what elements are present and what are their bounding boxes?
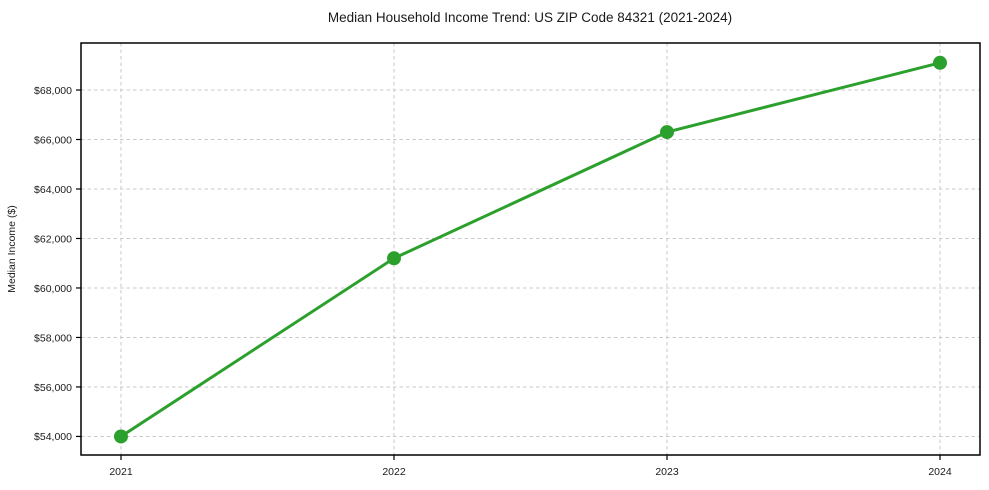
y-tick-label: $64,000 [34,184,72,196]
y-tick-label: $56,000 [34,382,72,394]
x-tick-label: 2021 [109,466,133,478]
x-tick-label: 2024 [928,466,952,478]
gridlines [81,43,980,455]
chart-title: Median Household Income Trend: US ZIP Co… [328,10,732,25]
plot-border [80,42,981,456]
y-tick-label: $68,000 [34,85,72,97]
y-tick-label: $62,000 [34,233,72,245]
y-axis-label: Median Income ($) [6,205,18,293]
y-tick-label: $66,000 [34,134,72,146]
x-axis-ticks: 2021 2022 2023 2024 [109,455,952,478]
x-tick-label: 2023 [655,466,679,478]
y-tick-label: $58,000 [34,332,72,344]
y-tick-label: $54,000 [34,431,72,443]
data-point-2021 [114,429,128,444]
data-point-2022 [387,251,401,266]
data-point-2023 [660,125,674,140]
x-tick-label: 2022 [382,466,406,478]
data-point-2024 [933,55,947,70]
income-line-series [114,55,947,444]
y-tick-label: $60,000 [34,283,72,295]
y-axis-ticks: $54,000 $56,000 $58,000 $60,000 $62,000 $64,0… [34,85,81,443]
trend-line [119,61,942,438]
